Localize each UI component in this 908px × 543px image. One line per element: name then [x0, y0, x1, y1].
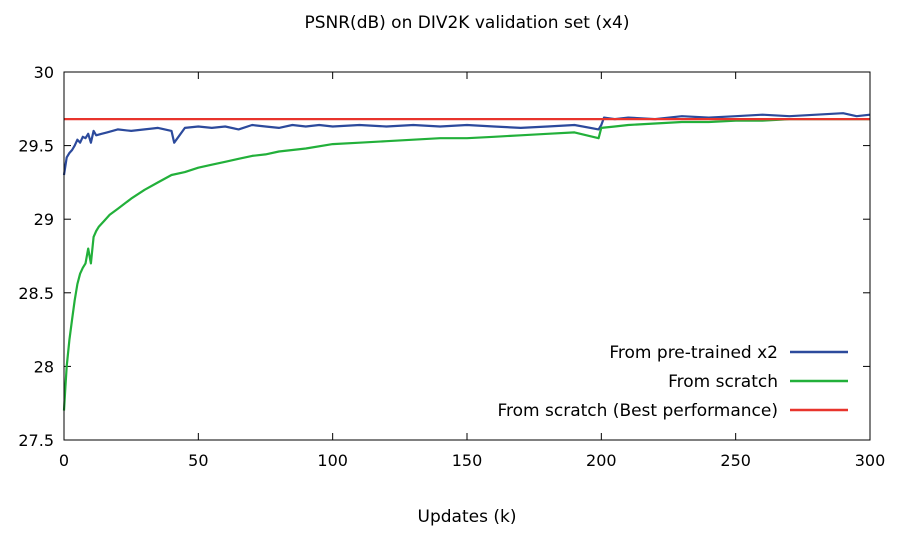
- y-tick-label: 28: [34, 357, 54, 376]
- series-line-scratch: [62, 117, 870, 411]
- y-tick-label: 29.5: [18, 137, 54, 156]
- y-tick-label: 29: [34, 210, 54, 229]
- y-tick-label: 28.5: [18, 284, 54, 303]
- y-tick-label: 30: [34, 63, 54, 82]
- x-tick-label: 200: [586, 451, 617, 470]
- tick-labels: 0 50 100 150 200 250 300 27.5 28 28.5 29 29.5 30: [18, 63, 885, 470]
- legend-label: From scratch: [668, 372, 778, 392]
- chart-title: PSNR(dB) on DIV2K validation set (x4): [304, 13, 629, 33]
- legend-label: From pre-trained x2: [609, 343, 778, 363]
- x-tick-label: 300: [855, 451, 886, 470]
- x-tick-label: 250: [720, 451, 751, 470]
- plot-frame: [63, 71, 871, 441]
- x-tick-label: 100: [317, 451, 348, 470]
- series-lines: [62, 112, 871, 411]
- y-tick-label: 27.5: [18, 431, 54, 450]
- x-tick-label: 50: [188, 451, 208, 470]
- x-tick-label: 0: [59, 451, 69, 470]
- legend-item-scratch: From scratch: [668, 372, 848, 392]
- legend-item-best: From scratch (Best performance): [497, 401, 848, 421]
- legend: From pre-trained x2 From scratch From scra…: [497, 343, 848, 421]
- legend-label: From scratch (Best performance): [497, 401, 778, 421]
- x-axis-label: Updates (k): [418, 507, 517, 527]
- legend-item-pretrained: From pre-trained x2: [609, 343, 848, 363]
- x-tick-label: 150: [452, 451, 483, 470]
- series-line-pretrained: [62, 112, 871, 176]
